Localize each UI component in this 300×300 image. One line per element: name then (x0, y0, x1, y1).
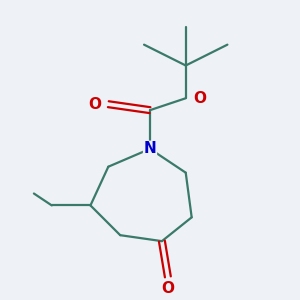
Text: O: O (161, 281, 174, 296)
Text: O: O (88, 97, 101, 112)
Text: O: O (193, 91, 206, 106)
Text: N: N (144, 141, 156, 156)
